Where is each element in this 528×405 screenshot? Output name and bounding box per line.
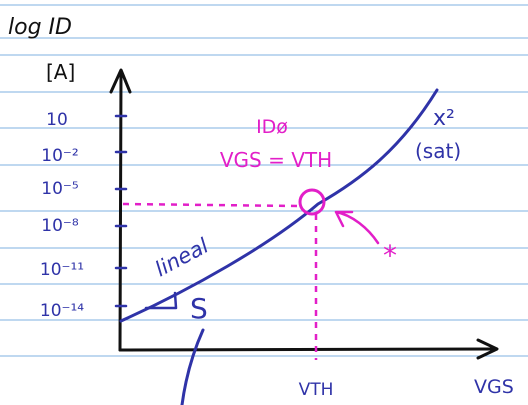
id0-label: IDø <box>256 116 288 138</box>
y-axis-arrowhead <box>109 68 132 94</box>
y-tick-label: 10⁻¹¹ <box>40 260 84 280</box>
y-tick-labels: 10 10⁻² 10⁻⁵ 10⁻⁸ 10⁻¹¹ 10⁻¹⁴ <box>40 110 84 321</box>
slope-triangle <box>144 291 178 310</box>
y-axis-label: log ID <box>8 15 72 40</box>
notebook-ruling <box>0 4 528 357</box>
slope-pointer-stroke <box>180 328 205 405</box>
saturation-region-sublabel: (sat) <box>415 139 461 163</box>
y-tick-label: 10⁻⁵ <box>41 179 78 199</box>
y-tick-label: 10⁻⁸ <box>41 216 79 236</box>
threshold-point-circle <box>298 188 326 216</box>
y-tick-label: 10⁻² <box>41 146 78 166</box>
y-axis <box>118 70 123 352</box>
vth-marker-label: VTH <box>299 380 334 400</box>
threshold-guides <box>122 202 318 360</box>
y-axis-unit: [A] <box>46 60 75 84</box>
y-tick-label: 10⁻¹⁴ <box>40 301 84 321</box>
x-axis <box>118 347 497 352</box>
slope-label: S <box>190 292 208 325</box>
star-annotation: * <box>383 239 397 272</box>
y-axis-ticks <box>114 114 128 308</box>
x-axis-label: VGS <box>474 376 514 398</box>
star-pointer-arrow <box>334 210 380 245</box>
axes <box>109 68 499 360</box>
id-vgs-curve <box>119 88 439 323</box>
threshold-horizontal-guide <box>122 202 299 208</box>
y-tick-label: 10 <box>46 110 68 130</box>
x-axis-arrowhead <box>476 338 499 360</box>
threshold-condition-label: VGS = VTH <box>220 148 332 172</box>
linear-region-label: lineal <box>151 234 212 282</box>
saturation-region-label: x² <box>433 106 455 131</box>
